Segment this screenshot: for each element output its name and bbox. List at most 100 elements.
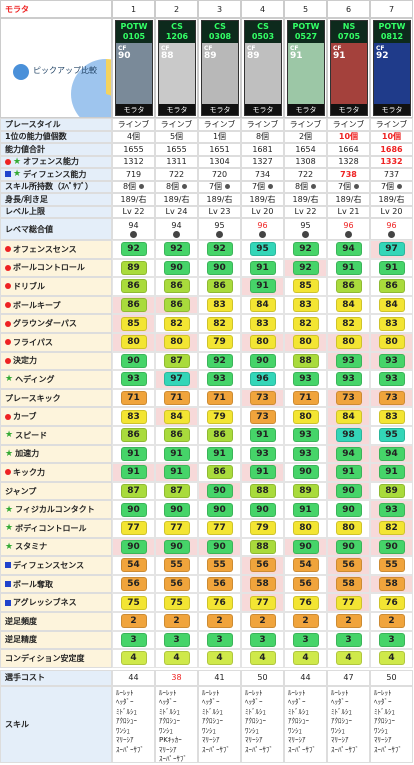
- stat-cell: 91: [112, 463, 155, 482]
- row-label: ★ ディフェンス能力: [0, 168, 112, 181]
- row-label-text: グラウンダーパス: [13, 319, 77, 329]
- row-label: キック力: [0, 463, 112, 482]
- info-value: 1312: [123, 157, 144, 167]
- row-label: スキル: [0, 685, 112, 763]
- stat-badge: 79: [206, 409, 233, 424]
- stat-cell: 90: [198, 481, 241, 501]
- row-label: レベマ総合値: [0, 218, 112, 240]
- stat-cell: 56: [241, 556, 284, 575]
- cost-cell: 38: [155, 669, 198, 686]
- stat-cell: 2: [155, 612, 198, 631]
- player-card: CS 0308 CF 89 モラタ: [201, 20, 239, 116]
- row-label-text: スタミナ: [15, 542, 48, 552]
- info-cell: Lv 23: [198, 205, 241, 218]
- stat-cell: 86: [198, 426, 241, 445]
- level-total-cell: 96: [370, 218, 413, 240]
- card-event: CS: [214, 22, 226, 31]
- pickup-cell: ピックアップ比較: [0, 18, 112, 118]
- card-date: 0308: [208, 32, 232, 41]
- stat-badge: 58: [378, 577, 405, 592]
- stat-badge: 92: [206, 242, 233, 257]
- marker-icon: [5, 171, 11, 178]
- stat-badge: 4: [378, 651, 405, 666]
- info-cell: ラインブ: [241, 118, 284, 131]
- card-position: CF: [333, 45, 342, 52]
- card-name: モラタ: [116, 104, 152, 115]
- skill-name: ﾜﾝｼｭ: [245, 726, 259, 735]
- info-value: 1311: [166, 157, 187, 167]
- stat-badge: 83: [378, 409, 405, 424]
- stat-cell: 4: [198, 649, 241, 668]
- info-cell: 1304: [198, 155, 241, 168]
- stat-cell: 90: [112, 500, 155, 519]
- info-cell: 5個: [155, 130, 198, 143]
- stat-cell: 92: [112, 240, 155, 259]
- stat-cell: 86: [155, 426, 198, 445]
- info-cell: ラインブ: [284, 118, 327, 131]
- stat-badge: 86: [335, 279, 362, 294]
- stat-badge: 89: [292, 484, 319, 499]
- row-label: ★ オフェンス能力: [0, 155, 112, 168]
- info-value: 1308: [295, 157, 316, 167]
- row-label: ジャンプ: [0, 481, 112, 501]
- info-cell: 8個: [284, 180, 327, 193]
- info-cell: ラインブ: [155, 118, 198, 131]
- row-label-text: レベマ総合値: [5, 224, 53, 234]
- marker-icon: [5, 413, 11, 420]
- card-header: CS 1206: [159, 21, 195, 43]
- level-total-value: 96: [257, 220, 268, 230]
- stat-cell: 84: [155, 407, 198, 426]
- stat-cell: 91: [155, 444, 198, 464]
- stat-cell: 79: [241, 519, 284, 538]
- stat-cell: 93: [241, 444, 284, 464]
- stat-badge: 95: [378, 428, 405, 443]
- marker-icon: [5, 302, 11, 309]
- info-value: ラインブ: [246, 119, 279, 129]
- info-cell: 7個: [241, 180, 284, 193]
- card-name: モラタ: [202, 104, 238, 115]
- stat-badge: 96: [249, 372, 276, 387]
- level-total-value: 96: [386, 220, 397, 230]
- stat-cell: 90: [327, 481, 370, 501]
- stat-badge: 56: [163, 577, 190, 592]
- stat-cell: 80: [370, 333, 413, 352]
- info-cell: 189/右: [284, 193, 327, 206]
- stat-badge: 2: [249, 614, 276, 629]
- stat-badge: 73: [249, 391, 276, 406]
- stat-cell: 92: [284, 240, 327, 259]
- card-cell: CS 0308 CF 89 モラタ: [198, 18, 241, 118]
- stat-badge: 80: [163, 335, 190, 350]
- skill-name: ﾙｰﾚｯﾄ: [331, 688, 349, 697]
- stat-badge: 85: [120, 316, 147, 331]
- marker-icon: ★: [13, 156, 22, 167]
- stat-badge: 90: [335, 539, 362, 554]
- row-label-text: ヘディング: [15, 374, 55, 384]
- stat-badge: 76: [292, 595, 319, 610]
- stat-cell: 83: [284, 295, 327, 315]
- stat-badge: 71: [163, 391, 190, 406]
- stat-badge: 90: [292, 539, 319, 554]
- stat-badge: 93: [206, 372, 233, 387]
- info-cell: 189/右: [241, 193, 284, 206]
- skill-name: ﾜﾝｼｭ: [159, 726, 173, 735]
- level-total-cell: 94: [155, 218, 198, 240]
- card-cell: POTW 0812 CF 92 モラタ: [370, 18, 413, 118]
- row-label: オフェンスセンス: [0, 240, 112, 259]
- stat-cell: 2: [241, 612, 284, 631]
- stat-cell: 4: [241, 649, 284, 668]
- stat-cell: 54: [284, 556, 327, 575]
- stat-cell: 56: [284, 574, 327, 594]
- player-card: POTW 0105 CF 90 モラタ: [115, 20, 153, 116]
- stat-badge: 91: [292, 502, 319, 517]
- stat-cell: 84: [327, 295, 370, 315]
- info-value: 1332: [380, 157, 403, 167]
- info-value: 1655: [123, 144, 144, 154]
- stat-badge: 84: [249, 298, 276, 313]
- row-label-text: スキル: [5, 719, 29, 729]
- row-label-text: 逆足精度: [5, 635, 37, 645]
- stat-badge: 3: [163, 632, 190, 647]
- stat-cell: 83: [370, 314, 413, 333]
- card-position: CF: [204, 45, 213, 52]
- skill-name: ﾏﾘｰｼｱ: [331, 736, 349, 745]
- level-total-cell: 96: [241, 218, 284, 240]
